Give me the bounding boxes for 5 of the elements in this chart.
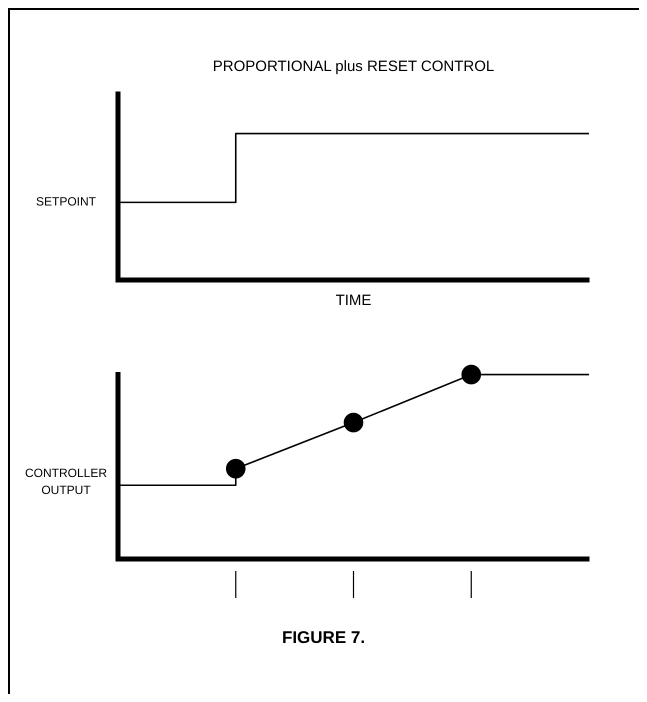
chart-title: PROPORTIONAL plus RESET CONTROL [212,58,494,76]
y-axis-title: CONTROLLER OUTPUT [24,466,108,498]
y-axis-title: SETPOINT [36,194,97,209]
caption: FIGURE 7. [280,628,366,648]
x-axis-title: TIME [336,292,372,310]
